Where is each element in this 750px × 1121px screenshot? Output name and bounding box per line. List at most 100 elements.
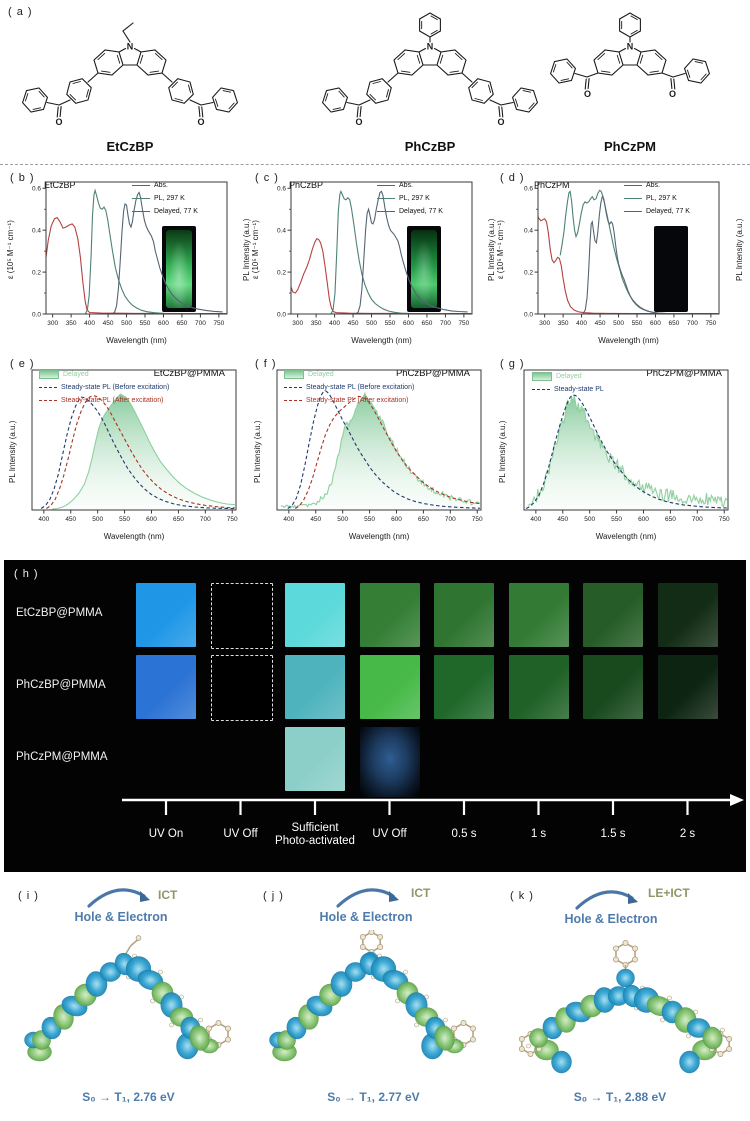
svg-text:N: N <box>427 42 434 52</box>
molecule-phczbp: N O O PhCzBP <box>302 4 558 156</box>
legend-entry: Abs. <box>132 179 198 192</box>
vial-photo-green <box>162 226 196 312</box>
svg-text:550: 550 <box>140 320 151 327</box>
svg-text:600: 600 <box>638 516 649 523</box>
svg-text:700: 700 <box>440 320 451 327</box>
timeline-label: UV Off <box>223 828 258 840</box>
sample-square <box>285 655 345 719</box>
panel-j-label: ( j ) <box>263 890 284 902</box>
sample-square <box>508 655 569 719</box>
svg-text:450: 450 <box>310 516 321 523</box>
legend-entry: Delayed, 77 K <box>132 205 198 218</box>
svg-text:350: 350 <box>558 320 569 327</box>
curved-arrow-icon <box>87 888 150 908</box>
svg-text:550: 550 <box>632 320 643 327</box>
legend-entry: Abs. <box>624 179 690 192</box>
svg-text:Wavelength (nm): Wavelength (nm) <box>349 532 410 541</box>
svg-text:500: 500 <box>92 516 103 523</box>
chart-panel-d: ( d ) PhCzPM ε (10⁵ M⁻¹ cm⁻¹) PL Intensi… <box>496 170 744 350</box>
svg-text:500: 500 <box>613 320 624 327</box>
legend-entry: Delayed, 77 K <box>624 205 690 218</box>
svg-text:0.6: 0.6 <box>277 186 286 193</box>
vial-photo-blue <box>654 226 688 312</box>
transfer-type-label: ICT <box>411 886 431 900</box>
svg-text:O: O <box>669 89 676 99</box>
legend-entry: Steady-state PL <box>532 383 604 396</box>
sample-row-label: EtCzBP@PMMA <box>16 607 103 619</box>
svg-text:750: 750 <box>705 320 716 327</box>
svg-text:600: 600 <box>403 320 414 327</box>
legend-entry: Steady-state PL (After excitation) <box>39 394 169 407</box>
svg-text:0.4: 0.4 <box>277 227 286 234</box>
legend-entry: Abs. <box>377 179 443 192</box>
legend-entry: Steady-state PL (Before excitation) <box>284 381 414 394</box>
transfer-type-label: ICT <box>158 888 178 902</box>
molecule-etczbp: N O O EtCzBP <box>2 4 258 156</box>
legend-entry: Delayed <box>39 368 169 381</box>
sample-square <box>359 655 420 719</box>
chart-title: PhCzPM@PMMA <box>646 368 722 379</box>
timeline-label: Sufficient Photo-activated <box>275 822 355 847</box>
svg-text:O: O <box>584 89 591 99</box>
svg-text:Wavelength (nm): Wavelength (nm) <box>106 336 167 345</box>
svg-text:O: O <box>197 117 204 127</box>
orbital-isosurface-drawing <box>269 930 476 1062</box>
panel-c-label: ( c ) <box>255 172 279 184</box>
timeline-label: 2 s <box>680 828 696 840</box>
svg-text:700: 700 <box>200 516 211 523</box>
svg-text:0.2: 0.2 <box>277 269 286 276</box>
svg-text:N: N <box>627 42 634 52</box>
svg-text:0.4: 0.4 <box>524 227 533 234</box>
svg-text:400: 400 <box>329 320 340 327</box>
y-axis-label-left: PL Intensity (a.u.) <box>498 420 507 484</box>
sample-square <box>285 727 345 791</box>
svg-text:300: 300 <box>47 320 58 327</box>
svg-text:600: 600 <box>158 320 169 327</box>
spectrum-plot: 300 350 400 450 500 550 600 650 700 750 0.0 0.2 0.4 0… <box>277 181 473 345</box>
svg-text:500: 500 <box>121 320 132 327</box>
svg-text:O: O <box>355 117 362 127</box>
svg-text:750: 750 <box>719 516 730 523</box>
svg-text:650: 650 <box>669 320 680 327</box>
svg-text:400: 400 <box>84 320 95 327</box>
timeline-axis: UV On UV Off Sufficient Photo-activated UV O… <box>122 794 744 847</box>
panel-k-label: ( k ) <box>510 890 534 902</box>
transition-energy-label: S₀ → T₁, 2.88 eV <box>573 1090 667 1104</box>
sample-row-label: PhCzBP@PMMA <box>16 679 106 691</box>
chart-title: EtCzBP@PMMA <box>153 368 225 379</box>
transition-energy-label: S₀ → T₁, 2.76 eV <box>82 1090 175 1104</box>
svg-text:700: 700 <box>692 516 703 523</box>
sample-square <box>359 727 420 797</box>
panel-f-label: ( f ) <box>255 358 277 370</box>
legend-entry: Delayed, 77 K <box>377 205 443 218</box>
svg-text:400: 400 <box>283 516 294 523</box>
timeline-label: 1 s <box>531 828 547 840</box>
vial-photo-green <box>407 226 441 312</box>
svg-text:600: 600 <box>146 516 157 523</box>
svg-text:550: 550 <box>119 516 130 523</box>
svg-text:Wavelength (nm): Wavelength (nm) <box>598 336 659 345</box>
dashed-outline-box <box>210 583 273 649</box>
hole-electron-label: Hole & Electron <box>564 912 658 926</box>
svg-text:650: 650 <box>422 320 433 327</box>
panel-i-label: ( i ) <box>18 890 39 902</box>
legend-entry: Steady-state PL (Before excitation) <box>39 381 169 394</box>
chart-title: PhCzPM <box>534 180 570 190</box>
molecule-name: EtCzBP <box>106 139 154 154</box>
chart-legend: Abs. PL, 297 K Delayed, 77 K <box>624 179 690 218</box>
chart-panel-f: ( f ) PhCzBP@PMMA PL Intensity (a.u.) 40… <box>251 352 496 548</box>
svg-text:700: 700 <box>195 320 206 327</box>
molecule-name: PhCzPM <box>604 139 656 154</box>
molecule-phczpm: N O O PhCzPM <box>512 4 748 156</box>
chart-panel-g: ( g ) PhCzPM@PMMA PL Intensity (a.u.) 40… <box>496 352 744 548</box>
orbital-isosurface-drawing <box>24 935 231 1062</box>
legend-entry: PL, 297 K <box>377 192 443 205</box>
hole-electron-label: Hole & Electron <box>319 910 413 924</box>
sample-square <box>136 583 196 647</box>
svg-text:0.0: 0.0 <box>524 311 533 318</box>
chart-panel-c: ( c ) PhCzBP ε (10⁵ M⁻¹ cm⁻¹) PL Intensi… <box>251 170 496 350</box>
chart-legend: Delayed Steady-state PL <box>532 370 604 396</box>
svg-text:350: 350 <box>66 320 77 327</box>
svg-text:Wavelength (nm): Wavelength (nm) <box>104 532 165 541</box>
y-axis-label-left: PL Intensity (a.u.) <box>8 420 17 484</box>
